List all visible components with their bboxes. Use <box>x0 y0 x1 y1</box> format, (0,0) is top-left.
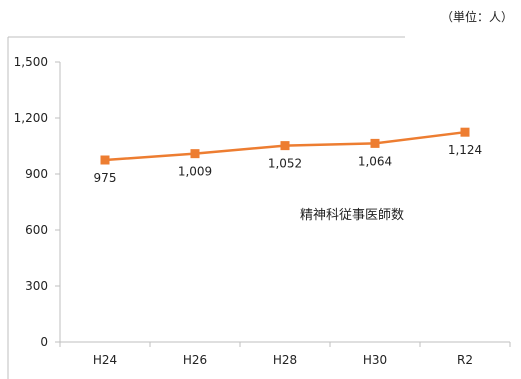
unit-label: （単位：人） <box>440 10 513 24</box>
x-tick-label: H28 <box>273 353 297 367</box>
y-tick-label: 900 <box>25 167 48 181</box>
axes <box>59 62 510 343</box>
data-label: 1,009 <box>178 165 212 179</box>
data-label: 1,124 <box>448 143 482 157</box>
x-tick-label: H30 <box>363 353 387 367</box>
y-tick-label: 300 <box>25 279 48 293</box>
series-marker <box>460 127 470 137</box>
series-group <box>100 127 470 165</box>
y-axis-ticks: 0 300 600 900 1,200 1,500 <box>14 55 60 349</box>
x-tick-label: H26 <box>183 353 207 367</box>
data-label: 1,064 <box>358 154 392 168</box>
y-tick-label: 600 <box>25 223 48 237</box>
data-label: 975 <box>94 171 117 185</box>
y-tick-label: 1,500 <box>14 55 48 69</box>
series-marker <box>100 155 110 165</box>
x-axis-ticks: H24 H26 H28 H30 R2 <box>59 342 511 367</box>
x-tick-label: H24 <box>93 353 117 367</box>
series-marker <box>190 149 200 159</box>
series-name-label: 精神科従事医師数 <box>300 208 405 223</box>
series-marker <box>370 138 380 148</box>
y-tick-label: 0 <box>40 335 48 349</box>
data-labels: 975 1,009 1,052 1,064 1,124 <box>94 143 483 185</box>
series-marker <box>280 141 290 151</box>
y-tick-label: 1,200 <box>14 111 48 125</box>
data-label: 1,052 <box>268 157 302 171</box>
x-tick-label: R2 <box>457 353 473 367</box>
